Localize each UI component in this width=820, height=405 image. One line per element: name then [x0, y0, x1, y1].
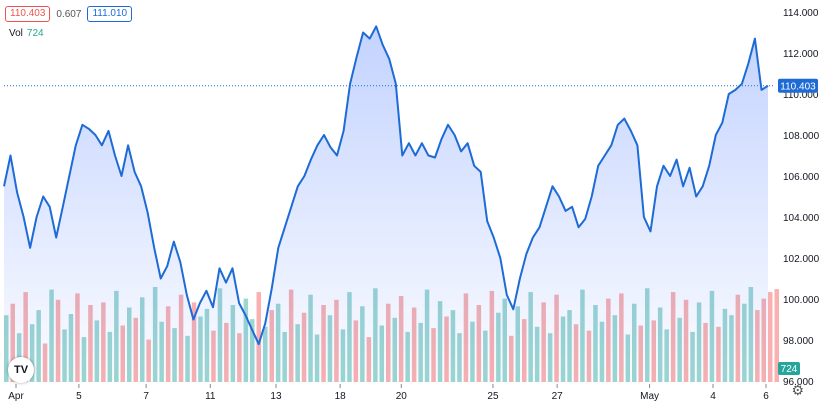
volume-legend: Vol 724 — [9, 28, 44, 39]
price-line — [3, 25, 769, 346]
volume-bar — [768, 292, 773, 382]
gear-icon[interactable]: ⚙ — [791, 382, 804, 398]
tradingview-logo[interactable]: TV — [8, 357, 34, 383]
x-tick-label: 13 — [270, 391, 282, 402]
last-volume-tag: 724 — [778, 362, 800, 375]
high-price-box: 111.010 — [87, 6, 133, 22]
x-tick-label: 18 — [335, 391, 347, 402]
y-tick-label: 114.000 — [783, 8, 819, 19]
x-tick-label: 20 — [396, 391, 408, 402]
y-tick-label: 98.000 — [783, 336, 814, 347]
x-tick-label: 6 — [763, 391, 769, 402]
y-tick-label: 110.000 — [783, 90, 819, 101]
chart-legend: 110.403 0.607 111.010 — [5, 6, 133, 22]
y-tick-label: 96.000 — [783, 377, 814, 388]
last-price-box: 110.403 — [5, 6, 51, 22]
x-tick-label: Apr — [8, 391, 24, 402]
x-axis: Apr 5 7 11 13 18 20 25 27 May 4 6 — [8, 384, 769, 402]
last-price-label: 110.403 — [780, 82, 816, 93]
y-tick-label: 100.000 — [783, 295, 820, 306]
x-tick-label: 25 — [487, 391, 499, 402]
x-tick-label: 4 — [710, 391, 716, 402]
price-area — [4, 26, 768, 383]
x-tick-label: 7 — [143, 391, 149, 402]
volume-bar — [256, 292, 261, 382]
x-tick-label: May — [640, 391, 659, 402]
volume-bar — [774, 289, 779, 382]
last-price-tag: 110.403 — [778, 78, 818, 93]
y-axis: 96.000 98.000 100.000 102.000 104.000 106.000… — [783, 8, 820, 388]
y-tick-label: 102.000 — [783, 254, 820, 265]
y-tick-label: 108.000 — [783, 131, 820, 142]
y-tick-label: 112.000 — [783, 49, 819, 60]
price-change: 0.607 — [56, 8, 82, 20]
last-volume-label: 724 — [781, 364, 798, 375]
y-tick-label: 104.000 — [783, 213, 820, 224]
x-tick-label: 27 — [552, 391, 564, 402]
y-tick-label: 106.000 — [783, 172, 820, 183]
volume-value: 724 — [26, 28, 44, 39]
x-tick-label: 5 — [76, 391, 82, 402]
x-tick-label: 11 — [205, 391, 216, 402]
logo-text: TV — [13, 364, 29, 376]
volume-label: Vol — [9, 28, 23, 39]
